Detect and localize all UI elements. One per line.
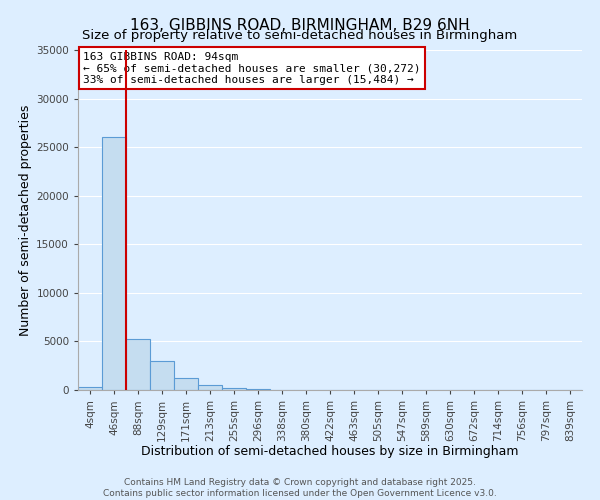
Text: Contains HM Land Registry data © Crown copyright and database right 2025.
Contai: Contains HM Land Registry data © Crown c… <box>103 478 497 498</box>
Text: 163 GIBBINS ROAD: 94sqm
← 65% of semi-detached houses are smaller (30,272)
33% o: 163 GIBBINS ROAD: 94sqm ← 65% of semi-de… <box>83 52 421 85</box>
Bar <box>174 378 198 390</box>
Text: 163, GIBBINS ROAD, BIRMINGHAM, B29 6NH: 163, GIBBINS ROAD, BIRMINGHAM, B29 6NH <box>130 18 470 32</box>
Bar <box>246 389 270 390</box>
Bar <box>150 361 174 390</box>
Y-axis label: Number of semi-detached properties: Number of semi-detached properties <box>19 104 32 336</box>
Bar <box>198 386 222 390</box>
Text: Size of property relative to semi-detached houses in Birmingham: Size of property relative to semi-detach… <box>82 29 518 42</box>
X-axis label: Distribution of semi-detached houses by size in Birmingham: Distribution of semi-detached houses by … <box>141 446 519 458</box>
Bar <box>102 138 126 390</box>
Bar <box>78 386 102 390</box>
Bar <box>222 388 246 390</box>
Bar <box>126 340 150 390</box>
